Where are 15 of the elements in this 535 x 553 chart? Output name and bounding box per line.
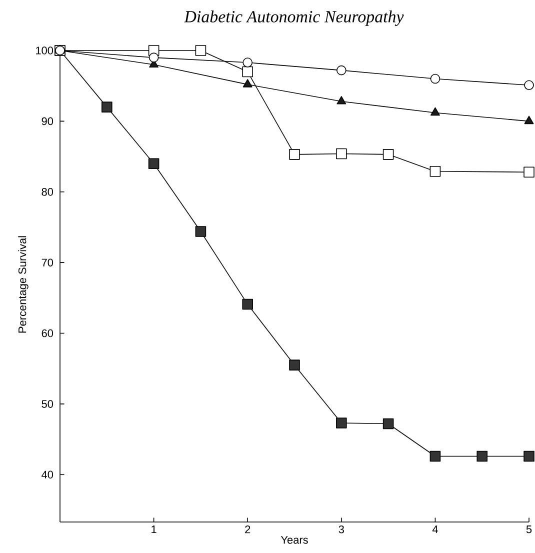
x-tick-label: 3 — [338, 526, 344, 534]
y-axis-title: Percentage Survival — [18, 236, 28, 333]
x-tick-label: 1 — [151, 526, 156, 534]
x-tick-label: 5 — [526, 526, 532, 534]
y-tick-label: 100 — [36, 46, 53, 54]
x-tick-label: 2 — [244, 526, 250, 534]
x-axis-title: Years — [280, 536, 308, 544]
y-tick-label: 40 — [41, 470, 53, 479]
x-tick-label: 4 — [432, 526, 438, 534]
y-tick-label: 60 — [42, 329, 53, 338]
y-tick-label: 90 — [42, 117, 53, 126]
y-tick-label: 70 — [42, 258, 53, 266]
y-tick-label: 50 — [42, 400, 53, 408]
chart-title: Diabetic Autonomic Neuropathy — [184, 10, 404, 26]
y-tick-label: 80 — [42, 188, 53, 196]
